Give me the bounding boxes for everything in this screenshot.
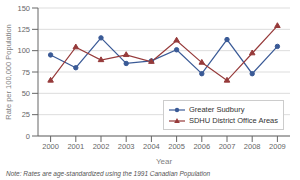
svg-text:2004: 2004 bbox=[143, 142, 160, 151]
svg-text:2005: 2005 bbox=[168, 142, 185, 151]
svg-text:2000: 2000 bbox=[42, 142, 59, 151]
svg-text:2009: 2009 bbox=[269, 142, 286, 151]
svg-text:150: 150 bbox=[17, 4, 30, 13]
svg-text:0: 0 bbox=[26, 132, 30, 141]
svg-text:100: 100 bbox=[17, 46, 30, 55]
svg-text:Year: Year bbox=[156, 157, 173, 164]
svg-text:2002: 2002 bbox=[93, 142, 110, 151]
svg-text:Rate per 100,000 Population: Rate per 100,000 Population bbox=[4, 24, 13, 120]
svg-text:75: 75 bbox=[22, 68, 30, 77]
svg-text:2001: 2001 bbox=[67, 142, 84, 151]
html-text:SDHU District Office Areas: SDHU District Office Areas bbox=[188, 116, 278, 125]
svg-text:2007: 2007 bbox=[219, 142, 236, 151]
svg-text:2006: 2006 bbox=[193, 142, 210, 151]
svg-text:2008: 2008 bbox=[244, 142, 261, 151]
svg-text:125: 125 bbox=[17, 25, 30, 34]
svg-text:50: 50 bbox=[22, 89, 30, 98]
html-text:Note: Rates are age-standardiz: Note: Rates are age-standardized using t… bbox=[6, 170, 211, 177]
svg-text:2003: 2003 bbox=[118, 142, 135, 151]
html-text:Greater Sudbury: Greater Sudbury bbox=[188, 105, 245, 114]
svg-text:25: 25 bbox=[22, 110, 30, 119]
